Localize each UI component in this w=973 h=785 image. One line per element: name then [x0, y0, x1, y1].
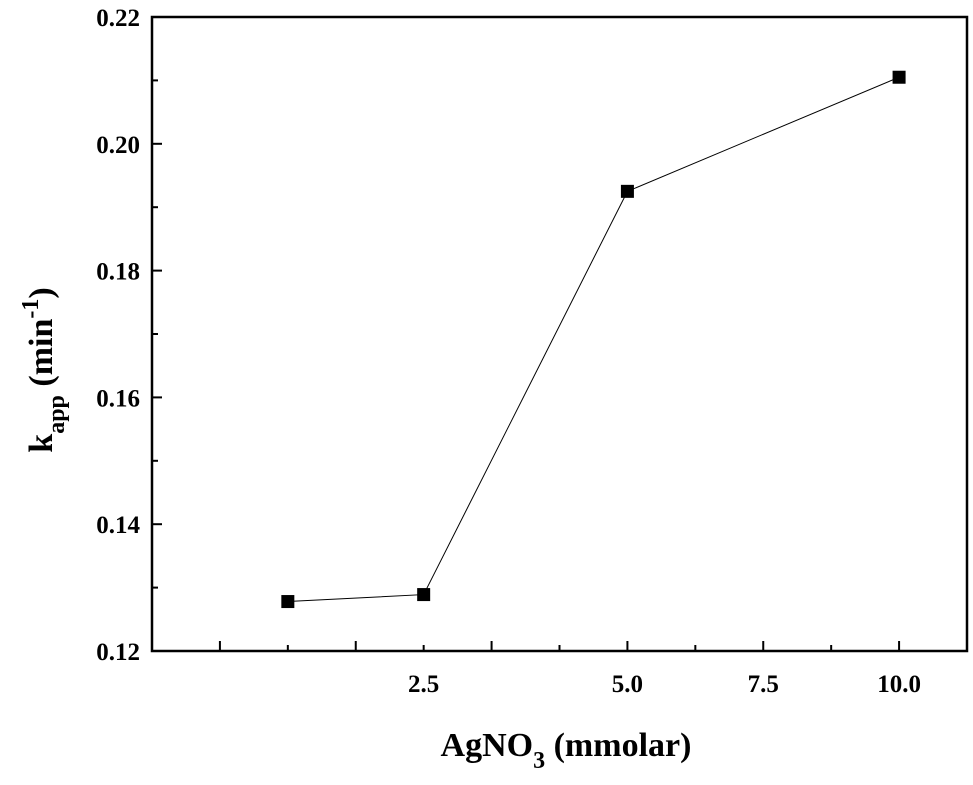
x-tick-label: 5.0 — [612, 671, 643, 698]
data-point-marker — [892, 70, 906, 84]
y-tick-label: 0.14 — [96, 512, 140, 539]
data-point-marker — [417, 588, 431, 602]
y-tick-label: 0.12 — [96, 639, 140, 666]
y-tick-label: 0.22 — [96, 5, 140, 32]
data-point-marker — [281, 595, 295, 609]
x-tick-label: 7.5 — [748, 671, 779, 698]
y-axis-title: kapp (min-1) — [18, 287, 70, 452]
y-tick-label: 0.18 — [96, 259, 140, 286]
data-point-marker — [620, 184, 634, 198]
series-layer — [281, 70, 906, 609]
axes-layer: 0.12 0.14 0.16 0.18 0.20 0.22 2.5 5.0 7.5 10.0 — [96, 5, 969, 698]
x-tick-label: 10.0 — [877, 671, 921, 698]
x-axis-title: AgNO3 (mmolar) — [441, 727, 692, 774]
plot-frame — [150, 15, 969, 653]
y-tick-label: 0.20 — [96, 132, 140, 159]
series-line — [287, 76, 900, 603]
y-tick-label: 0.16 — [96, 385, 140, 412]
labels-layer: AgNO3 (mmolar) kapp (min-1) — [18, 287, 691, 774]
x-tick-label: 2.5 — [408, 671, 439, 698]
